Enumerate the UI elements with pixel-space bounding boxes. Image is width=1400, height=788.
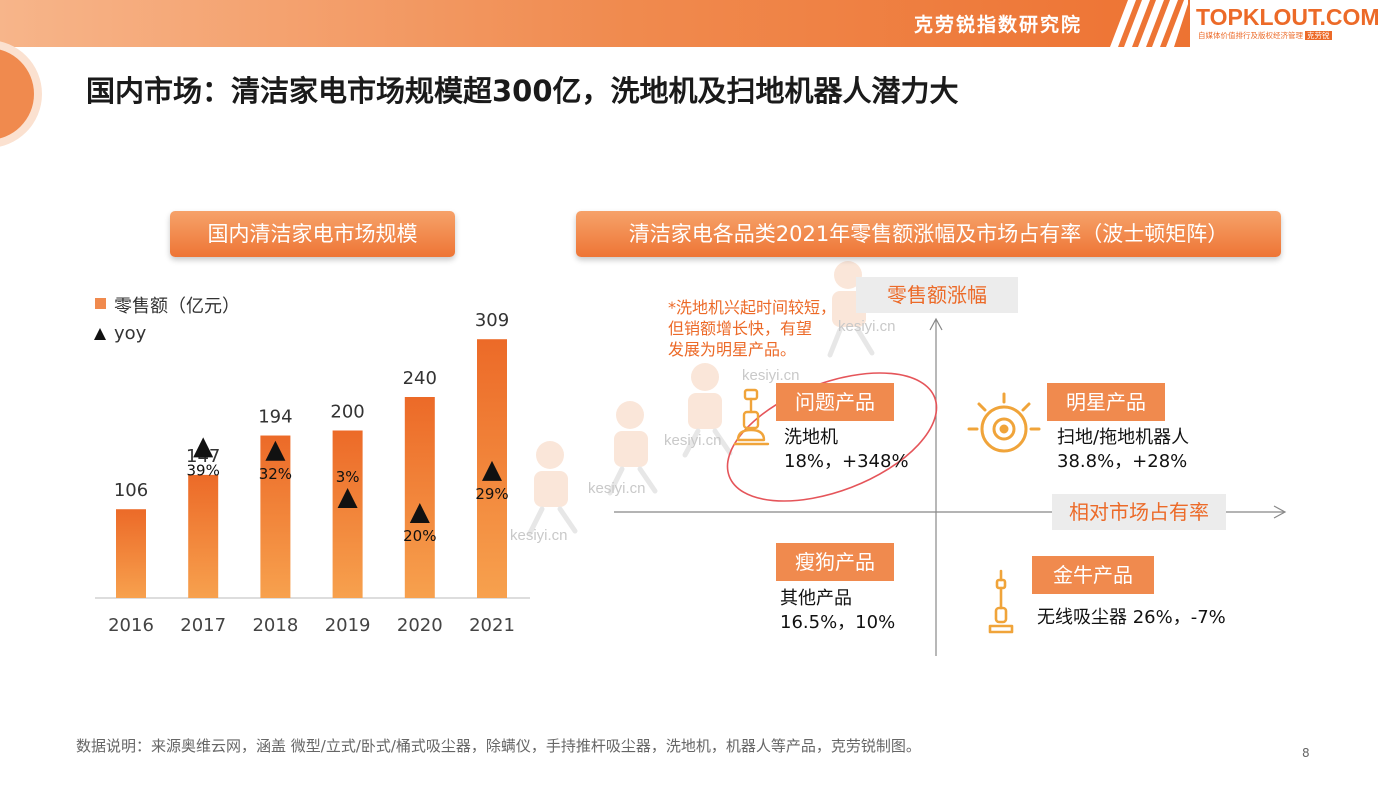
brand-name: 克劳锐指数研究院 xyxy=(913,14,1082,36)
legend-yoy-marker xyxy=(94,328,106,340)
yoy-marker xyxy=(265,440,286,461)
logo-subtitle: 自媒体价值排行及版权经济管理 克劳锐 xyxy=(1198,30,1332,41)
bar-2018 xyxy=(260,435,291,598)
yoy-marker xyxy=(409,503,430,523)
star-product-name: 扫地/拖地机器人 xyxy=(1057,427,1190,448)
annotation-note: *洗地机兴起时间较短， 但销额增长快，有望 发展为明星产品。 xyxy=(668,297,836,360)
logo-subtitle-text: 自媒体价值排行及版权经济管理 xyxy=(1198,31,1303,40)
dog-product-value: 16.5%，10% xyxy=(780,612,896,633)
bar-2016 xyxy=(116,509,146,598)
yoy-label: 39% xyxy=(187,461,220,479)
page-number: 8 xyxy=(1302,746,1310,760)
star-product-value: 38.8%，+28% xyxy=(1057,451,1188,472)
page-title: 国内市场：清洁家电市场规模超300亿，洗地机及扫地机器人潜力大 xyxy=(86,74,959,108)
legend-bar-label: 零售额（亿元） xyxy=(114,296,240,317)
x-tick-label: 2020 xyxy=(397,615,443,636)
yoy-label: 29% xyxy=(475,485,508,503)
bar-value-label: 309 xyxy=(475,310,509,331)
y-axis-label: 零售额涨幅 xyxy=(856,277,1018,313)
quadrant-label-dog: 瘦狗产品 xyxy=(776,543,894,581)
quadrant-label-question: 问题产品 xyxy=(776,383,894,421)
note-line: *洗地机兴起时间较短， xyxy=(668,298,837,317)
yoy-label: 20% xyxy=(403,527,436,545)
x-axis-label: 相对市场占有率 xyxy=(1052,494,1226,530)
x-tick-label: 2019 xyxy=(325,615,371,636)
bar-2020 xyxy=(404,397,435,598)
star-product-text: 扫地/拖地机器人 38.8%，+28% xyxy=(1057,426,1189,474)
x-tick-label: 2021 xyxy=(469,615,515,636)
watermark-text: kesiyi.cn xyxy=(664,432,722,449)
cow-product-name: 无线吸尘器 26%，-7% xyxy=(1037,607,1226,628)
header-bar: 克劳锐指数研究院 TOPKLOUT.COM 自媒体价值排行及版权经济管理 克劳锐 xyxy=(0,0,1400,47)
yoy-marker xyxy=(482,460,502,481)
watermark-text: kesiyi.cn xyxy=(742,367,800,384)
x-tick-label: 2017 xyxy=(180,615,226,636)
question-product-text: 洗地机 18%，+348% xyxy=(784,426,909,474)
stick-vacuum-icon xyxy=(988,569,1014,634)
market-size-bar-chart: 1062016147201739%194201832%20020193%2402… xyxy=(95,310,530,636)
bar-2019 xyxy=(332,430,363,598)
cow-product-text: 无线吸尘器 26%，-7% xyxy=(1037,606,1226,630)
watermark-text: kesiyi.cn xyxy=(838,318,896,335)
quadrant-label-star: 明星产品 xyxy=(1047,383,1165,421)
x-tick-label: 2018 xyxy=(252,615,298,636)
yoy-label: 32% xyxy=(259,465,292,483)
data-source-note: 数据说明：来源奥维云网，涵盖 微型/立式/卧式/桶式吸尘器，除螨仪，手持推杆吸尘… xyxy=(76,737,921,755)
watermark-text: kesiyi.cn xyxy=(588,480,646,497)
legend-yoy-label: yoy xyxy=(114,323,147,344)
stripe-decoration xyxy=(1110,0,1188,47)
yoy-marker xyxy=(337,487,358,508)
bar-2017 xyxy=(188,474,219,598)
yoy-marker xyxy=(193,437,214,458)
yoy-label: 3% xyxy=(336,468,360,486)
left-panel-title: 国内清洁家电市场规模 xyxy=(170,211,455,257)
legend-bar-swatch xyxy=(95,298,106,309)
floor-washer-icon xyxy=(733,388,770,446)
bar-value-label: 240 xyxy=(403,368,437,389)
bar-value-label: 194 xyxy=(258,407,292,428)
question-product-name: 洗地机 xyxy=(784,427,838,448)
question-product-value: 18%，+348% xyxy=(784,451,909,472)
dog-product-text: 其他产品 16.5%，10% xyxy=(780,587,895,635)
bar-value-label: 200 xyxy=(330,402,364,423)
note-line: 但销额增长快，有望 xyxy=(668,319,813,338)
logo-tag: 克劳锐 xyxy=(1305,31,1332,40)
logo-text: TOPKLOUT.COM xyxy=(1196,4,1380,30)
watermark-figures xyxy=(527,261,875,536)
bar-value-label: 106 xyxy=(114,480,148,501)
right-panel-title: 清洁家电各品类2021年零售额涨幅及市场占有率（波士顿矩阵） xyxy=(576,211,1281,257)
note-line: 发展为明星产品。 xyxy=(668,340,797,359)
quadrant-label-cow: 金牛产品 xyxy=(1032,556,1154,594)
x-tick-label: 2016 xyxy=(108,615,154,636)
robot-vacuum-icon xyxy=(967,392,1041,453)
watermark-text: kesiyi.cn xyxy=(510,527,568,544)
dog-product-name: 其他产品 xyxy=(780,588,852,609)
topklout-logo: TOPKLOUT.COM 自媒体价值排行及版权经济管理 克劳锐 xyxy=(1190,0,1400,47)
